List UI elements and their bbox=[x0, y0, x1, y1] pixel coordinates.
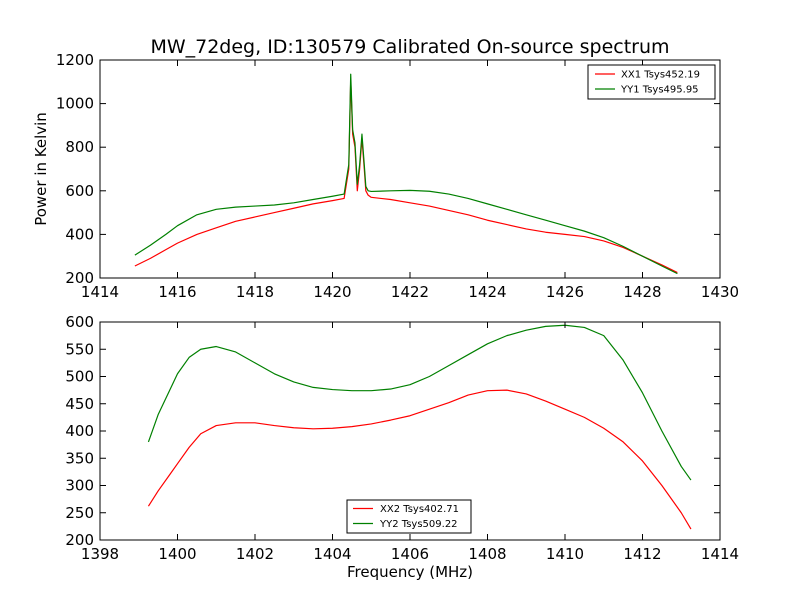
y-tick-label: 550 bbox=[65, 340, 94, 358]
top-chart-title: MW_72deg, ID:130579 Calibrated On-source… bbox=[150, 36, 669, 58]
y-tick-label: 1200 bbox=[56, 51, 94, 69]
legend-label-xx1: XX1 Tsys452.19 bbox=[621, 70, 700, 81]
y-tick-label: 250 bbox=[65, 504, 94, 522]
series-line-xx2 bbox=[147, 389, 692, 530]
x-tick-label: 1430 bbox=[701, 283, 739, 301]
y-tick-label: 300 bbox=[65, 477, 94, 495]
legend-label-yy2: YY2 Tsys509.22 bbox=[379, 519, 458, 530]
bottom-chart-legend-box bbox=[346, 499, 472, 534]
series-line-yy2 bbox=[147, 324, 692, 481]
x-tick-label: 1398 bbox=[81, 545, 119, 563]
x-tick-label: 1426 bbox=[546, 283, 584, 301]
x-tick-label: 1416 bbox=[158, 283, 196, 301]
y-tick-label: 500 bbox=[65, 368, 94, 386]
y-tick-label: 400 bbox=[65, 422, 94, 440]
y-tick-label: 600 bbox=[65, 313, 94, 331]
top-chart: MW_72deg, ID:130579 Calibrated On-source… bbox=[32, 36, 739, 301]
series-line-yy1 bbox=[134, 73, 678, 275]
y-tick-label: 450 bbox=[65, 395, 94, 413]
bottom-chart-lines bbox=[147, 324, 692, 530]
bottom-chart-ticks: 1398 1400 1402 1404 1406 1408 1410 1412 1414 200 2… bbox=[65, 313, 739, 563]
top-chart-legend: XX1 Tsys452.19 YY1 Tsys495.95 bbox=[587, 64, 716, 100]
bottom-chart-legend: XX2 Tsys402.71 YY2 Tsys509.22 bbox=[346, 499, 472, 534]
x-tick-label: 1400 bbox=[158, 545, 196, 563]
x-tick-label: 1408 bbox=[468, 545, 506, 563]
x-tick-label: 1428 bbox=[623, 283, 661, 301]
legend-label-yy1: YY1 Tsys495.95 bbox=[620, 85, 699, 96]
top-chart-lines bbox=[134, 73, 678, 275]
x-tick-label: 1410 bbox=[546, 545, 584, 563]
x-tick-label: 1402 bbox=[236, 545, 274, 563]
top-chart-legend-box bbox=[587, 64, 716, 100]
y-tick-label: 1000 bbox=[56, 95, 94, 113]
x-tick-label: 1424 bbox=[468, 283, 506, 301]
x-tick-label: 1412 bbox=[623, 545, 661, 563]
top-chart-ylabel: Power in Kelvin bbox=[32, 112, 50, 226]
x-tick-label: 1406 bbox=[391, 545, 429, 563]
x-tick-label: 1420 bbox=[313, 283, 351, 301]
x-tick-label: 1418 bbox=[236, 283, 274, 301]
x-tick-label: 1414 bbox=[701, 545, 739, 563]
y-tick-label: 600 bbox=[65, 182, 94, 200]
y-tick-label: 200 bbox=[65, 269, 94, 287]
x-tick-label: 1422 bbox=[391, 283, 429, 301]
y-tick-label: 400 bbox=[65, 225, 94, 243]
x-tick-label: 1414 bbox=[81, 283, 119, 301]
bottom-chart: Frequency (MHz) 1398 1400 1402 1404 1406 1408… bbox=[65, 313, 739, 581]
y-tick-label: 800 bbox=[65, 138, 94, 156]
y-tick-label: 350 bbox=[65, 449, 94, 467]
legend-label-xx2: XX2 Tsys402.71 bbox=[380, 504, 459, 515]
y-tick-label: 200 bbox=[65, 531, 94, 549]
x-tick-label: 1404 bbox=[313, 545, 351, 563]
top-chart-ticks: 1414 1416 1418 1420 1422 1424 1426 1428 1430 200 4… bbox=[56, 51, 739, 301]
bottom-chart-xlabel: Frequency (MHz) bbox=[347, 563, 473, 581]
